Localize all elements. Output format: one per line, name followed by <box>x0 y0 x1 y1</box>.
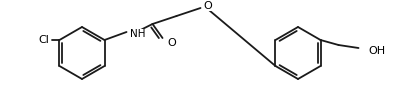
Text: NH: NH <box>129 29 145 39</box>
Text: Cl: Cl <box>39 35 49 45</box>
Text: OH: OH <box>368 46 386 56</box>
Text: O: O <box>204 1 212 11</box>
Text: O: O <box>168 38 176 48</box>
